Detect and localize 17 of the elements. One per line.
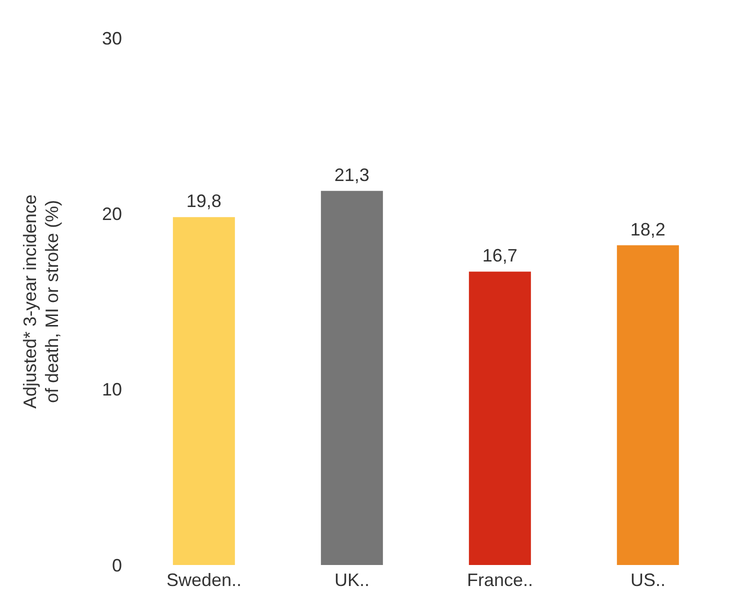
y-tick-label: 10 <box>102 380 122 400</box>
y-axis-title: Adjusted* 3-year incidence of death, MI or stroke (%) <box>20 194 62 409</box>
data-label: 21,3 <box>334 164 370 185</box>
x-tick-label: US.. <box>630 570 666 590</box>
bar <box>468 272 531 565</box>
x-tick-label: France.. <box>466 570 534 590</box>
y-tick-label: 30 <box>102 28 122 48</box>
data-label: 19,8 <box>186 191 222 212</box>
data-label: 18,2 <box>630 219 666 240</box>
bar <box>320 190 383 565</box>
y-tick-label: 0 <box>112 555 122 576</box>
data-label: 16,7 <box>482 246 518 266</box>
x-tick-label: Sweden.. <box>166 570 242 590</box>
bar <box>172 217 235 565</box>
bar <box>616 245 679 565</box>
x-tick-label: UK.. <box>334 570 370 590</box>
y-tick-label: 20 <box>102 204 122 224</box>
